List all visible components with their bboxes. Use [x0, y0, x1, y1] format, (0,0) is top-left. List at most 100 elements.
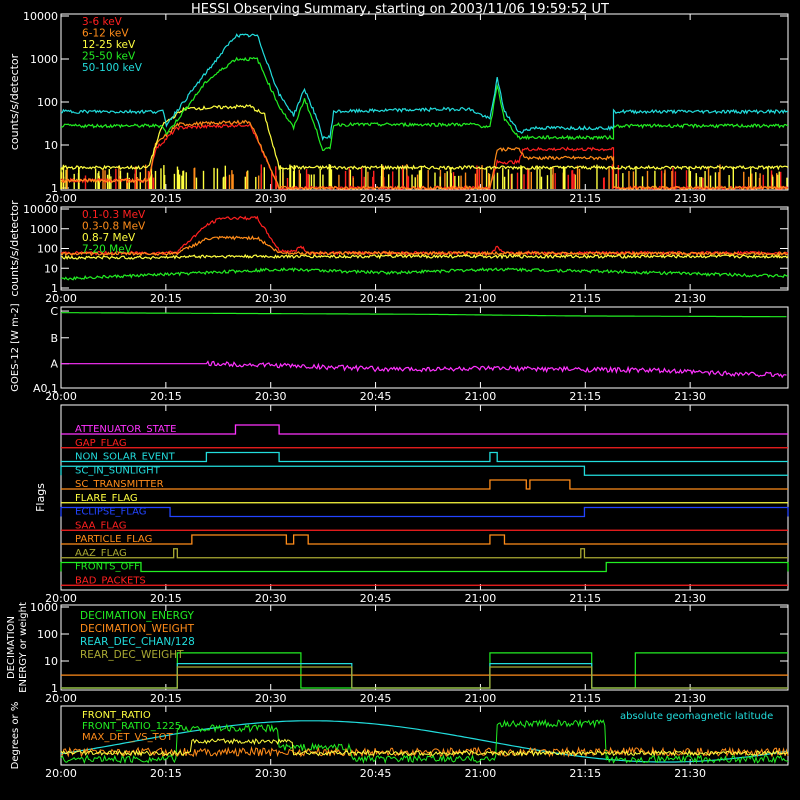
panel2-series-2: [60, 253, 789, 261]
panel5-xtick-label: 21:00: [465, 692, 497, 705]
panel5-legend-1: DECIMATION_WEIGHT: [80, 623, 195, 635]
flag-row-sc_transmitter: [61, 479, 788, 490]
flag-label-11: BAD_PACKETS: [75, 575, 146, 586]
flag-row-eclipse_flag: [60, 506, 789, 518]
panel3-xtick-label: 20:00: [45, 390, 77, 403]
panel1-xtick-label: 20:45: [360, 192, 392, 205]
panel5-frame: [60, 604, 789, 691]
panel1-ytick-label: 10000: [23, 10, 58, 23]
flag-label-6: ECLIPSE_FLAG: [75, 507, 146, 518]
panel5-ytick-label: 100: [37, 628, 58, 641]
flag-label-2: NON_SOLAR_EVENT: [75, 452, 176, 463]
panel5-xtick-label: 20:15: [150, 692, 182, 705]
panel5-xtick-label: 21:30: [674, 692, 706, 705]
flag-label-5: FLARE_FLAG: [75, 493, 138, 504]
panel2-xtick-label: 20:45: [360, 292, 392, 305]
panel5-ytick-label: 1000: [30, 601, 58, 614]
panel6-xtick-label: 20:30: [255, 767, 287, 780]
panel6-legend-3: absolute geomagnetic latitude: [620, 711, 773, 722]
flags-xtick-label: 21:15: [569, 592, 601, 605]
panel6-front-ratio-1225: [60, 718, 789, 764]
flags-xtick-label: 20:30: [255, 592, 287, 605]
panel1-series-4: [60, 33, 789, 141]
panel2-legend-2: 0.8-7 MeV: [82, 232, 136, 244]
panel2-ytick-label: 1000: [30, 223, 58, 236]
flag-label-10: FRONTS_OFF: [75, 562, 140, 573]
panel5-xtick-label: 20:30: [255, 692, 287, 705]
panel1-series-3: [60, 56, 789, 152]
panel3-xtick-label: 21:15: [569, 390, 601, 403]
panel1-xtick-label: 21:15: [569, 192, 601, 205]
flag-label-0: ATTENUATOR_STATE: [75, 424, 176, 435]
flag-label-1: GAP_FLAG: [75, 438, 127, 449]
panel2-legend-0: 0.1-0.3 MeV: [82, 209, 146, 221]
panel1-xtick-label: 21:00: [465, 192, 497, 205]
flag-row-attenuator_state: [61, 424, 788, 435]
panel5-xtick-label: 20:00: [45, 692, 77, 705]
flag-label-8: PARTICLE_FLAG: [75, 534, 152, 545]
panel5-xtick-label: 20:45: [360, 692, 392, 705]
panel6-geomagnetic-latitude: [60, 720, 789, 763]
flags-ylabel: Flags: [34, 483, 47, 512]
panel5-ylabel-2: ENERGY or weight: [18, 602, 29, 693]
flag-label-4: SC_TRANSMITTER: [75, 479, 164, 490]
panel3-series-1: [61, 360, 787, 379]
panel2-xtick-label: 20:15: [150, 292, 182, 305]
panel2-xtick-label: 20:30: [255, 292, 287, 305]
flags-xtick-label: 21:30: [674, 592, 706, 605]
panel2-legend-3: 7-20 MeV: [82, 244, 133, 256]
panel6-ylabel: Degrees or %: [10, 702, 21, 770]
panel6-xtick-label: 20:15: [150, 767, 182, 780]
panel1-xtick-label: 20:00: [45, 192, 77, 205]
flag-row-non_solar_event: [61, 451, 788, 463]
panel1-ytick-label: 100: [37, 96, 58, 109]
flag-row-fronts_off: [60, 561, 789, 573]
panel1-ytick-label: 10: [44, 139, 58, 152]
panel1-legend-4: 50-100 keV: [82, 62, 143, 74]
panel1-xtick-label: 21:30: [674, 192, 706, 205]
panel5-ytick-label: 10: [44, 655, 58, 668]
flag-row-sc_in_sunlight: [60, 465, 788, 476]
panel2-ytick-label: 10: [44, 262, 58, 275]
flag-row-particle_flag: [61, 534, 788, 545]
panel2-xtick-label: 21:30: [674, 292, 706, 305]
panel6-xtick-label: 21:00: [465, 767, 497, 780]
panel1-ylabel: counts/s/detector: [8, 53, 21, 150]
panel2-xtick-label: 21:15: [569, 292, 601, 305]
panel1-xtick-label: 20:30: [255, 192, 287, 205]
panel1-legend-1: 6-12 keV: [82, 28, 129, 40]
panel2-xtick-label: 21:00: [465, 292, 497, 305]
panel3-xtick-label: 20:15: [150, 390, 182, 403]
flag-label-3: SC_IN_SUNLIGHT: [75, 465, 161, 476]
panel3-xtick-label: 20:30: [255, 390, 287, 403]
panel5-xtick-label: 21:15: [569, 692, 601, 705]
flags-xtick-label: 20:15: [150, 592, 182, 605]
flags-xtick-label: 20:00: [45, 592, 77, 605]
panel3-ytick-label: C: [50, 305, 58, 318]
panel1-legend-3: 25-50 keV: [82, 51, 136, 63]
panel6-xtick-label: 21:15: [569, 767, 601, 780]
panel2-legend-1: 0.3-0.8 MeV: [82, 221, 146, 233]
panel6-front-ratio: [60, 738, 789, 757]
panel6-xtick-label: 21:30: [674, 767, 706, 780]
panel3-ylabel: GOES-12 [W m-2]: [10, 303, 21, 391]
panel6-xtick-label: 20:00: [45, 767, 77, 780]
panel2-ytick-label: 10000: [23, 203, 58, 216]
panel6-legend-2: MAX_DET_VS_TOT: [82, 732, 174, 743]
panel6-frame: [60, 705, 789, 766]
flag-label-7: SAA_FLAG: [75, 520, 126, 531]
panel3-xtick-label: 21:00: [465, 390, 497, 403]
panel5-ytick-label: 1: [51, 682, 58, 695]
panel2-series-0: [60, 215, 789, 256]
flags-xtick-label: 20:45: [360, 592, 392, 605]
panel2-series-1: [60, 235, 789, 257]
panel2-ytick-label: 1: [51, 282, 58, 295]
panel1-legend-0: 3-6 keV: [82, 16, 123, 28]
panel3-frame: [60, 306, 789, 389]
panel2-ylabel: counts/s/detector: [8, 200, 21, 297]
figure-title: HESSI Observing Summary, starting on 200…: [191, 2, 609, 17]
panel1-xtick-label: 20:15: [150, 192, 182, 205]
flag-label-9: AAZ_FLAG: [75, 548, 127, 559]
flags-xtick-label: 21:00: [465, 592, 497, 605]
